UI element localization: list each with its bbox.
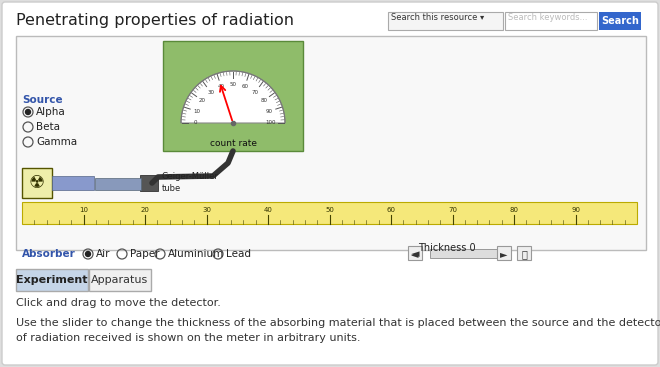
Text: Absorber: Absorber: [22, 249, 76, 259]
Text: ⤢: ⤢: [521, 249, 527, 259]
Text: 40: 40: [263, 207, 273, 213]
Text: 20: 20: [141, 207, 149, 213]
FancyBboxPatch shape: [388, 12, 503, 30]
FancyBboxPatch shape: [95, 178, 141, 190]
Text: Experiment: Experiment: [16, 275, 88, 285]
Text: ◄: ◄: [411, 249, 418, 259]
Text: Use the slider to change the thickness of the absorbing material that is placed : Use the slider to change the thickness o…: [16, 318, 660, 343]
FancyBboxPatch shape: [599, 12, 641, 30]
FancyBboxPatch shape: [497, 246, 511, 260]
Text: 80: 80: [260, 98, 267, 103]
Text: Penetrating properties of radiation: Penetrating properties of radiation: [16, 13, 294, 28]
FancyBboxPatch shape: [22, 202, 637, 224]
FancyBboxPatch shape: [16, 269, 88, 291]
Text: Alpha: Alpha: [36, 107, 66, 117]
FancyBboxPatch shape: [408, 246, 422, 260]
Text: Apparatus: Apparatus: [91, 275, 148, 285]
Text: Beta: Beta: [36, 122, 60, 132]
Text: 90: 90: [265, 109, 273, 114]
FancyBboxPatch shape: [163, 41, 303, 151]
Text: Gamma: Gamma: [36, 137, 77, 147]
Text: count rate: count rate: [209, 138, 257, 148]
FancyBboxPatch shape: [430, 249, 500, 258]
Text: 40: 40: [218, 84, 225, 89]
Text: 10: 10: [193, 109, 201, 114]
Text: Aluminium: Aluminium: [168, 249, 224, 259]
FancyBboxPatch shape: [517, 246, 531, 260]
Text: 70: 70: [448, 207, 457, 213]
Text: 0: 0: [193, 120, 197, 126]
FancyBboxPatch shape: [140, 175, 158, 191]
Text: Geiger-Müller
tube: Geiger-Müller tube: [162, 172, 219, 193]
Text: ☢: ☢: [29, 174, 45, 192]
FancyBboxPatch shape: [52, 176, 94, 190]
Text: Air: Air: [96, 249, 110, 259]
Text: 30: 30: [202, 207, 211, 213]
Text: Search: Search: [601, 16, 639, 26]
Text: 30: 30: [207, 90, 214, 95]
Text: ►: ►: [500, 249, 508, 259]
FancyBboxPatch shape: [505, 12, 597, 30]
Text: Thickness 0: Thickness 0: [418, 243, 476, 253]
Circle shape: [86, 251, 90, 257]
Wedge shape: [181, 71, 285, 123]
Text: 20: 20: [199, 98, 206, 103]
Text: Paper: Paper: [130, 249, 160, 259]
Text: ◄: ◄: [411, 249, 419, 259]
Text: 80: 80: [510, 207, 519, 213]
Text: 60: 60: [387, 207, 395, 213]
Text: 100: 100: [266, 120, 277, 126]
Text: Source: Source: [22, 95, 63, 105]
Circle shape: [26, 109, 30, 115]
Text: 90: 90: [571, 207, 580, 213]
Text: Search this resource ▾: Search this resource ▾: [391, 13, 484, 22]
Text: 50: 50: [230, 83, 236, 87]
Text: 50: 50: [325, 207, 334, 213]
FancyBboxPatch shape: [16, 36, 646, 250]
Text: Click and drag to move the detector.: Click and drag to move the detector.: [16, 298, 221, 308]
Text: Lead: Lead: [226, 249, 251, 259]
Text: 10: 10: [79, 207, 88, 213]
FancyBboxPatch shape: [22, 168, 52, 198]
FancyBboxPatch shape: [89, 269, 151, 291]
Text: Search keywords...: Search keywords...: [508, 13, 587, 22]
Text: 70: 70: [252, 90, 259, 95]
Text: 60: 60: [242, 84, 248, 89]
